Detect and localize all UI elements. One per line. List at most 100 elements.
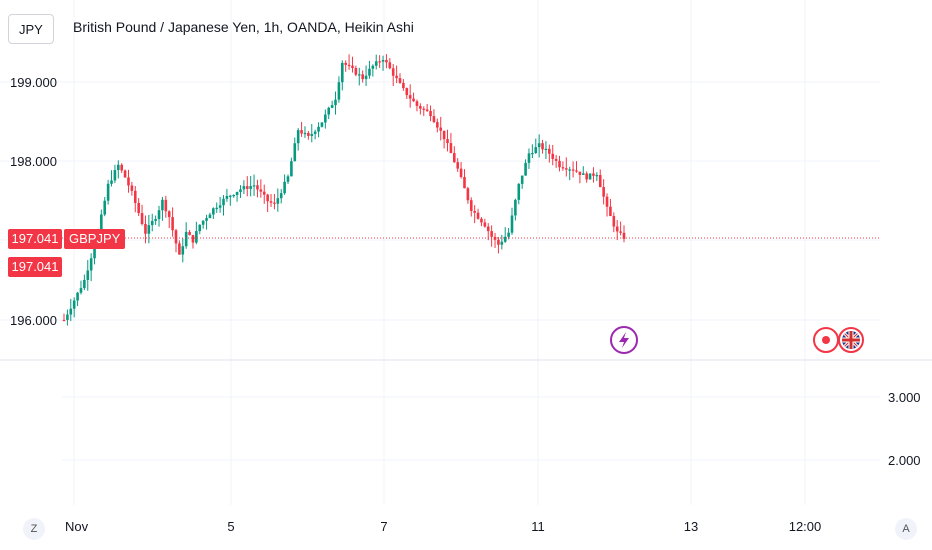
candle-body bbox=[283, 181, 286, 194]
candle-body bbox=[86, 270, 90, 280]
candle-body bbox=[130, 185, 134, 191]
candle-body bbox=[449, 143, 453, 154]
candle-body bbox=[432, 116, 436, 123]
candle-body bbox=[619, 231, 622, 233]
candle-body bbox=[290, 161, 293, 177]
candle-body bbox=[269, 201, 273, 203]
candle-body bbox=[242, 186, 246, 190]
candle-body bbox=[66, 314, 69, 320]
candle-body bbox=[171, 217, 174, 231]
candle-body bbox=[541, 143, 544, 150]
auto-scale-right-button[interactable]: A bbox=[895, 518, 917, 540]
candle-body bbox=[113, 170, 117, 181]
candle-body bbox=[537, 143, 541, 148]
candle-body bbox=[69, 308, 73, 315]
candle-body bbox=[215, 207, 219, 209]
grid-lines bbox=[0, 0, 880, 505]
candle-body bbox=[347, 64, 351, 67]
candle-body bbox=[436, 122, 439, 128]
candle-body bbox=[429, 110, 432, 117]
candle-body bbox=[225, 195, 229, 199]
candle-body bbox=[222, 198, 225, 206]
time-tick-label: 7 bbox=[380, 519, 387, 534]
candle-body bbox=[337, 82, 341, 100]
candle-body bbox=[527, 153, 531, 163]
candle-body bbox=[235, 191, 239, 196]
uk-flag-icon[interactable] bbox=[838, 327, 864, 353]
candle-body bbox=[361, 74, 364, 80]
candle-body bbox=[208, 214, 212, 219]
auto-scale-left-button[interactable]: Z bbox=[23, 518, 45, 540]
candle-body bbox=[514, 199, 517, 216]
prev-price-label: 197.041 bbox=[8, 257, 62, 277]
candle-body bbox=[286, 176, 290, 182]
candle-body bbox=[83, 279, 86, 289]
candle-body bbox=[565, 168, 568, 170]
candle-body bbox=[341, 62, 344, 83]
candle-body bbox=[218, 205, 222, 208]
candle-body bbox=[320, 122, 324, 127]
candle-body bbox=[137, 202, 140, 214]
candle-body bbox=[466, 188, 470, 201]
candle-body bbox=[500, 241, 504, 245]
candle-body bbox=[150, 220, 154, 226]
candle-body bbox=[72, 300, 76, 309]
candle-body bbox=[425, 109, 429, 111]
candle-body bbox=[89, 258, 93, 271]
candle-body bbox=[123, 170, 127, 178]
candle-body bbox=[191, 235, 195, 243]
candle-body bbox=[120, 164, 123, 171]
symbol-button[interactable]: JPY bbox=[8, 14, 54, 44]
candle-body bbox=[351, 65, 354, 68]
candle-body bbox=[232, 195, 235, 197]
candle-body bbox=[184, 231, 188, 247]
candle-body bbox=[327, 107, 331, 115]
candle-body bbox=[344, 62, 347, 65]
candle-body bbox=[195, 231, 198, 243]
candle-body bbox=[201, 220, 205, 225]
candle-body bbox=[453, 153, 456, 163]
candle-body bbox=[303, 132, 307, 135]
record-icon[interactable] bbox=[813, 327, 839, 353]
axis-ticks: 199.000 198.000 196.000 3.000 2.000 Nov 5 7 11 13… bbox=[10, 75, 921, 534]
candle-body bbox=[144, 224, 147, 234]
candle-body bbox=[483, 222, 487, 227]
candle-body bbox=[154, 219, 157, 221]
candle-body bbox=[615, 226, 619, 232]
candle-body bbox=[520, 175, 524, 184]
candle-body bbox=[371, 65, 375, 69]
time-tick-label: 13 bbox=[684, 519, 698, 534]
candle-body bbox=[497, 239, 500, 245]
candle-body bbox=[581, 173, 585, 175]
candle-body bbox=[249, 186, 252, 189]
candle-body bbox=[313, 131, 317, 134]
candle-body bbox=[174, 230, 178, 244]
candle-body bbox=[106, 183, 110, 201]
candle-body bbox=[551, 153, 555, 159]
candle-body bbox=[544, 148, 548, 150]
candle-body bbox=[62, 319, 66, 322]
candle-body bbox=[256, 185, 259, 190]
candle-body bbox=[548, 148, 551, 154]
candle-body bbox=[419, 105, 422, 109]
candle-body bbox=[100, 214, 103, 232]
candle-body bbox=[517, 183, 521, 200]
candle-body bbox=[415, 101, 419, 106]
candle-body bbox=[612, 216, 616, 227]
candle-body bbox=[592, 173, 595, 176]
candle-body bbox=[76, 292, 79, 301]
candle-body bbox=[412, 98, 415, 102]
candle-body bbox=[554, 158, 558, 161]
time-tick-label: Nov bbox=[65, 519, 89, 534]
candle-body bbox=[188, 231, 191, 236]
candle-body bbox=[374, 61, 378, 66]
candle-body bbox=[469, 200, 473, 211]
candle-body bbox=[273, 202, 276, 204]
candle-body bbox=[531, 153, 534, 155]
candle-body bbox=[368, 68, 371, 76]
candle-body bbox=[473, 210, 476, 213]
lightning-icon[interactable] bbox=[610, 326, 638, 354]
candle-body bbox=[167, 211, 171, 218]
candle-body bbox=[307, 132, 310, 136]
